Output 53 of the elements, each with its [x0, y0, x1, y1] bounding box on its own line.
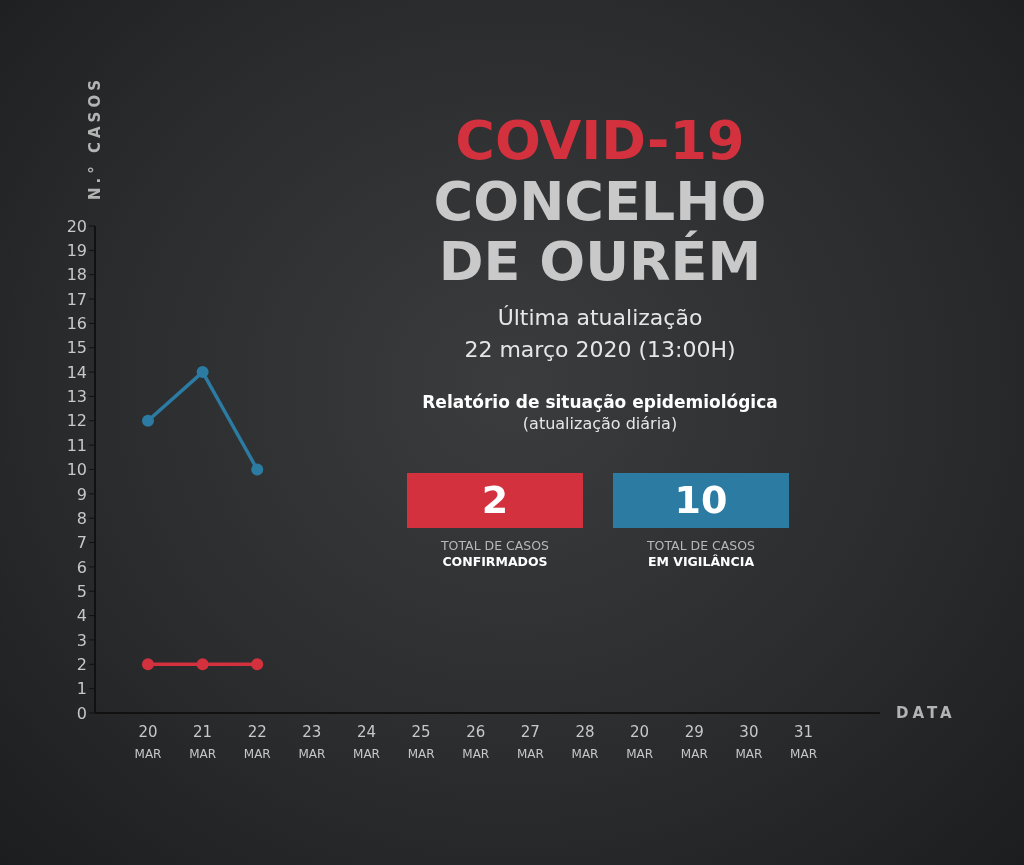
y-tick-label: 9	[76, 484, 87, 504]
y-tick-label: 7	[76, 533, 87, 553]
y-tick-label: 6	[76, 557, 87, 577]
chart-title: COVID-19	[454, 109, 746, 172]
x-tick-label: 25 MAR	[407, 723, 435, 761]
y-axis-title: N.° CASOS	[86, 75, 105, 200]
annotation: TOTAL DE CASOS	[645, 538, 757, 553]
y-tick-label: 11	[66, 435, 87, 455]
y-tick-label: 20	[66, 216, 87, 236]
chart-subtitle: CONCELHO DE OURÉM	[432, 170, 768, 293]
x-tick-label: 31 MAR	[790, 723, 817, 761]
annotation: EM VIGILÂNCIA	[646, 554, 756, 569]
y-tick-label: 16	[66, 314, 87, 334]
point	[251, 463, 264, 476]
annotation: Relatório de situação epidemiológica	[421, 392, 779, 412]
y-tick-label: 3	[76, 630, 87, 650]
y-tick-label: 10	[66, 460, 87, 480]
x-tick-label: 23 MAR	[298, 723, 326, 761]
y-tick-label: 12	[66, 411, 87, 431]
x-axis-title: DATA	[896, 704, 956, 722]
y-tick-label: 15	[66, 338, 87, 358]
annotation: TOTAL DE CASOS	[439, 538, 551, 553]
point	[141, 414, 154, 427]
point	[251, 658, 264, 671]
y-tick-label: 18	[66, 265, 87, 285]
annotation: CONFIRMADOS	[441, 554, 549, 569]
annotation: (atualização diária)	[521, 414, 679, 433]
label-card: 2	[407, 473, 583, 528]
point	[196, 366, 209, 379]
y-tick-label: 0	[76, 703, 87, 723]
x-tick-label: 29 MAR	[680, 723, 708, 761]
y-tick-label: 17	[66, 289, 87, 309]
y-tick-label: 19	[66, 241, 87, 261]
y-tick-label: 1	[76, 679, 87, 699]
y-tick-label: 14	[66, 362, 87, 382]
x-tick-label: 21 MAR	[189, 723, 217, 761]
x-tick-label: 20 MAR	[134, 723, 162, 761]
label-card: 10	[613, 473, 789, 528]
x-tick-label: 26 MAR	[462, 723, 490, 761]
x-tick-label: 28 MAR	[571, 723, 599, 761]
y-tick-label: 13	[66, 387, 87, 407]
point	[196, 658, 209, 671]
y-tick-label: 8	[76, 508, 87, 528]
y-tick-label: 5	[76, 581, 87, 601]
x-tick-label: 22 MAR	[243, 723, 271, 761]
x-tick-label: 30 MAR	[735, 723, 763, 761]
x-tick-label: 24 MAR	[353, 723, 380, 761]
y-tick-label: 2	[76, 654, 87, 674]
point	[141, 658, 154, 671]
x-tick-label: 20 MAR	[626, 723, 654, 761]
y-tick-label: 4	[76, 606, 87, 626]
x-tick-label: 27 MAR	[516, 723, 544, 761]
annotation: Última atualização 22 março 2020 (13:00H)	[463, 304, 737, 364]
